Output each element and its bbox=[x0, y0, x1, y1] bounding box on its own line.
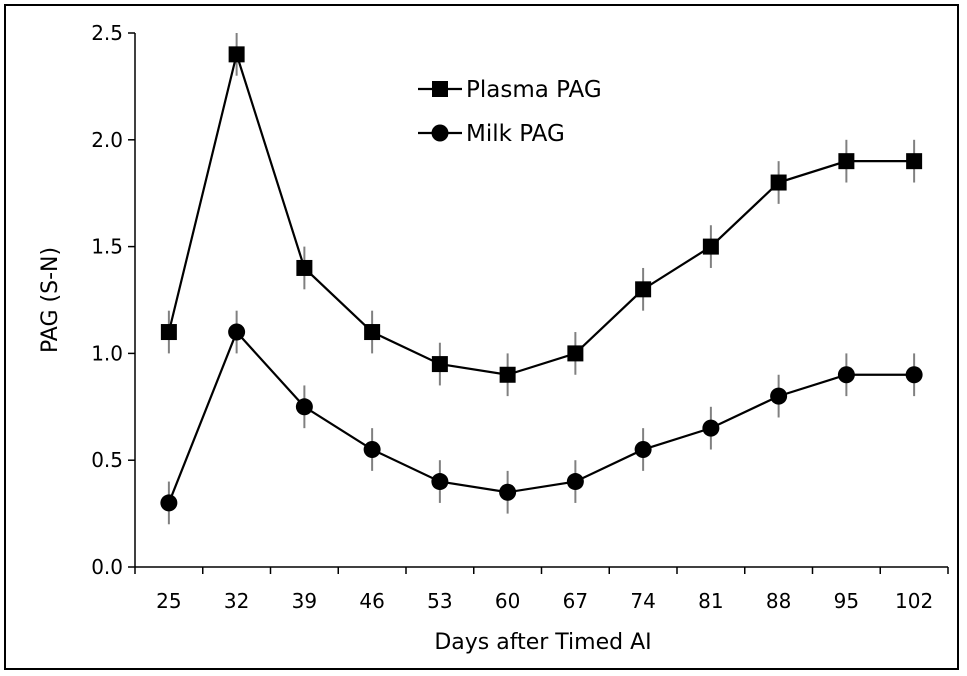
y-axis-title: PAG (S-N) bbox=[38, 247, 63, 353]
plasma-data-point bbox=[499, 366, 516, 383]
plasma-data-point bbox=[838, 153, 855, 170]
y-tick-label: 1.5 bbox=[91, 235, 123, 259]
legend-plasma-label: Plasma PAG bbox=[466, 77, 602, 103]
milk-data-point bbox=[160, 494, 178, 512]
x-tick-label: 46 bbox=[359, 589, 384, 613]
plasma-data-point bbox=[431, 356, 448, 373]
plasma-data-point bbox=[296, 259, 313, 276]
axes: 0.0 0.5 1.0 1.5 2.0 2.5 25 32 39 46 53 60 67 74 81 88 95… bbox=[91, 21, 949, 613]
x-tick-label: 88 bbox=[766, 589, 791, 613]
x-tick-label: 60 bbox=[495, 589, 520, 613]
milk-data-point bbox=[702, 419, 720, 437]
y-tick-label: 1.0 bbox=[91, 341, 123, 365]
series bbox=[160, 46, 923, 512]
x-tick-label: 39 bbox=[292, 589, 317, 613]
plasma-data-point bbox=[160, 324, 177, 341]
error-bars bbox=[167, 33, 916, 525]
milk-data-point bbox=[905, 366, 923, 384]
x-tick-label: 81 bbox=[698, 589, 723, 613]
y-tick-label: 0.5 bbox=[91, 448, 123, 472]
plasma-data-point bbox=[228, 46, 245, 63]
milk-data-point bbox=[295, 398, 313, 416]
y-tick-label: 2.5 bbox=[91, 21, 123, 45]
x-tick-label: 67 bbox=[563, 589, 588, 613]
milk-data-point bbox=[634, 441, 652, 459]
milk-data-point bbox=[499, 483, 517, 501]
x-tick-label: 102 bbox=[895, 589, 933, 613]
milk-data-point bbox=[566, 473, 584, 491]
plasma-data-point bbox=[635, 281, 652, 298]
x-tick-label: 74 bbox=[630, 589, 655, 613]
milk-data-point bbox=[431, 473, 449, 491]
plasma-data-point bbox=[364, 324, 381, 341]
y-tick-label: 2.0 bbox=[91, 128, 123, 152]
plasma-data-point bbox=[702, 238, 719, 255]
plasma-data-point bbox=[906, 153, 923, 170]
y-tick-label: 0.0 bbox=[91, 555, 123, 579]
milk-data-point bbox=[228, 323, 246, 341]
milk-data-point bbox=[770, 387, 788, 405]
plasma-data-point bbox=[770, 174, 787, 191]
legend: Plasma PAG Milk PAG bbox=[418, 77, 602, 147]
legend-milk-marker bbox=[431, 124, 449, 142]
milk-data-point bbox=[837, 366, 855, 384]
milk-data-point bbox=[363, 441, 381, 459]
milk-series-line bbox=[167, 329, 915, 504]
x-tick-label: 95 bbox=[834, 589, 859, 613]
x-tick-label: 53 bbox=[427, 589, 452, 613]
plasma-data-point bbox=[567, 345, 584, 362]
x-tick-label: 25 bbox=[156, 589, 181, 613]
legend-milk-label: Milk PAG bbox=[466, 121, 565, 147]
plasma-series-line bbox=[167, 50, 915, 376]
x-tick-label: 32 bbox=[224, 589, 249, 613]
x-axis-title: Days after Timed AI bbox=[434, 630, 651, 655]
legend-plasma-marker bbox=[432, 81, 448, 97]
